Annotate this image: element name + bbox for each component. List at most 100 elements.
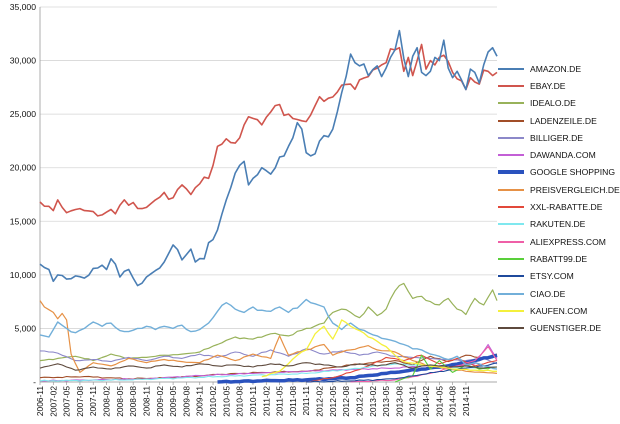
series-line-amazon-de [39, 29, 498, 287]
legend-label: RABATT99.DE [530, 253, 588, 264]
legend-label: GUENSTIGER.DE [530, 323, 602, 334]
legend-swatch [498, 309, 524, 312]
legend-label: ETSY.COM [530, 271, 574, 282]
series-line-kaufen-com [261, 319, 497, 378]
x-tick-label: 2010-11 [248, 386, 258, 416]
y-tick-label: 30,000 [10, 56, 37, 66]
x-tick-label: 2013-02 [368, 386, 378, 417]
legend-swatch [498, 154, 524, 157]
series-line-ciao-de [39, 298, 498, 370]
y-tick-label: 15,000 [10, 216, 37, 226]
x-tick-label: 2011-08 [288, 386, 298, 416]
x-tick-label: 2012-02 [315, 386, 325, 417]
legend-swatch [498, 275, 524, 278]
legend-item: ALIEXPRESS.COM [498, 233, 618, 250]
legend-label: EBAY.DE [530, 80, 566, 91]
legend-swatch [498, 119, 524, 122]
x-tick-label: 2008-05 [115, 386, 125, 417]
legend: AMAZON.DE EBAY.DE IDEALO.DE LADENZEILE.DE BI… [498, 60, 620, 337]
x-tick-label: 2009-08 [181, 386, 191, 417]
legend-swatch [498, 327, 524, 330]
x-tick-label: 2007-05 [62, 386, 72, 417]
y-tick-label: - [33, 377, 36, 387]
x-tick-label: 2008-11 [141, 386, 151, 416]
legend-item: LADENZEILE.DE [498, 112, 618, 129]
y-tick-label: 10,000 [10, 270, 37, 280]
legend-label: AMAZON.DE [530, 63, 582, 74]
y-tick-label: 35,000 [10, 2, 37, 12]
x-tick-label: 2013-05 [381, 386, 391, 417]
x-tick-label: 2007-02 [48, 386, 58, 417]
x-tick-label: 2007-11 [88, 386, 98, 416]
legend-swatch [498, 84, 524, 87]
series-line-idealo-de [39, 282, 498, 362]
x-tick-label: 2013-08 [394, 386, 404, 417]
x-tick-label: 2010-08 [235, 386, 245, 417]
x-tick-label: 2013-11 [408, 386, 418, 416]
legend-item: IDEALO.DE [498, 95, 618, 112]
x-tick-label: 2006-11 [35, 386, 45, 416]
legend-item: XXL-RABATTE.DE [498, 198, 618, 215]
x-tick-label: 2012-08 [341, 386, 351, 417]
legend-item: AMAZON.DE [498, 60, 618, 77]
x-tick-label: 2008-08 [128, 386, 138, 417]
x-tick-label: 2011-02 [261, 386, 271, 416]
x-tick-label: 2011-11 [301, 386, 311, 416]
y-tick-label: 25,000 [10, 109, 37, 119]
legend-item: GOOGLE SHOPPING [498, 164, 618, 181]
legend-swatch [498, 136, 524, 139]
legend-item: DAWANDA.COM [498, 146, 618, 163]
legend-swatch [498, 257, 524, 260]
legend-item: ETSY.COM [498, 268, 618, 285]
series-line-google-shopping [217, 353, 498, 384]
x-tick-label: 2014-02 [421, 386, 431, 417]
legend-item: PREISVERGLEICH.DE [498, 181, 620, 198]
series-line-preisvergleich-de [39, 300, 498, 374]
series-line-etsy-com [306, 362, 498, 383]
legend-swatch [498, 240, 524, 243]
x-tick-label: 2010-02 [208, 386, 218, 417]
legend-label: ALIEXPRESS.COM [530, 236, 606, 247]
legend-label: IDEALO.DE [530, 98, 576, 109]
y-tick-label: 20,000 [10, 163, 37, 173]
y-axis-tick-labels: - 5,000 10,000 15,000 20,000 25,000 30,000 35,0… [10, 2, 37, 387]
legend-swatch [498, 170, 524, 175]
x-tick-label: 2007-08 [75, 386, 85, 417]
x-tick-label: 2012-11 [354, 386, 364, 416]
legend-swatch [498, 206, 524, 209]
legend-label: CIAO.DE [530, 288, 566, 299]
legend-label: LADENZEILE.DE [530, 115, 597, 126]
series-lines [39, 29, 498, 384]
legend-item: RAKUTEN.DE [498, 216, 618, 233]
legend-swatch [498, 67, 524, 70]
legend-item: EBAY.DE [498, 77, 618, 94]
legend-swatch [498, 223, 524, 226]
x-axis-tick-labels: 2006-11 2007-02 2007-05 2007-08 2007-11 2008-… [35, 386, 471, 417]
legend-item: GUENSTIGER.DE [498, 319, 618, 336]
x-tick-label: 2009-02 [155, 386, 165, 417]
series-line-billiger-de [39, 348, 498, 365]
legend-label: DAWANDA.COM [530, 150, 596, 161]
x-tick-label: 2014-08 [448, 386, 458, 417]
legend-label: PREISVERGLEICH.DE [530, 184, 620, 195]
x-tick-label: 2009-05 [168, 386, 178, 417]
legend-swatch [498, 188, 524, 191]
legend-label: GOOGLE SHOPPING [530, 167, 616, 178]
series-line-ebay-de [39, 43, 498, 217]
series-line-guenstiger-de [39, 362, 498, 371]
legend-label: BILLIGER.DE [530, 132, 584, 143]
x-tick-label: 2009-11 [195, 386, 205, 416]
x-tick-label: 2010-05 [221, 386, 231, 417]
legend-item: KAUFEN.COM [498, 302, 618, 319]
x-tick-label: 2008-02 [102, 386, 112, 417]
legend-item: RABATT99.DE [498, 250, 618, 267]
legend-label: XXL-RABATTE.DE [530, 202, 603, 213]
y-tick-label: 5,000 [14, 323, 36, 333]
legend-swatch [498, 292, 524, 295]
legend-swatch [498, 102, 524, 105]
legend-label: RAKUTEN.DE [530, 219, 586, 230]
x-tick-label: 2012-05 [328, 386, 338, 417]
x-tick-label: 2014-11 [461, 386, 471, 416]
legend-label: KAUFEN.COM [530, 305, 588, 316]
